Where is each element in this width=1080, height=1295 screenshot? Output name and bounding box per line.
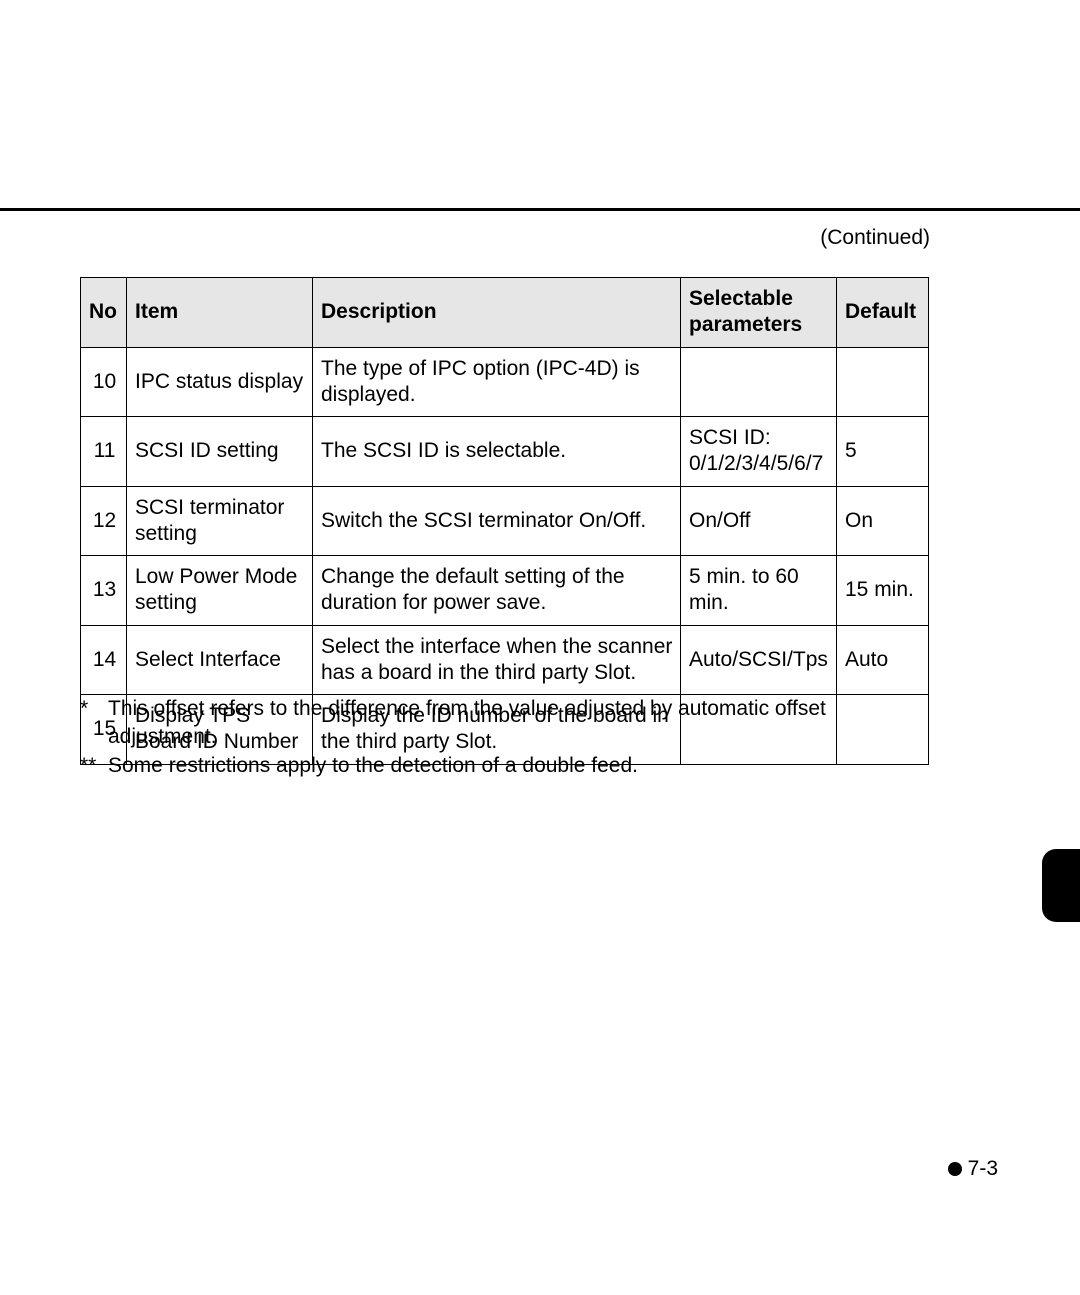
- cell-item: SCSI ID setting: [127, 417, 313, 487]
- footnote-text: This offset refers to the difference fro…: [108, 695, 928, 752]
- col-header-description: Description: [313, 278, 681, 348]
- cell-no: 12: [81, 486, 127, 556]
- table-header-row: No Item Description Selectable parameter…: [81, 278, 929, 348]
- cell-description: The SCSI ID is selectable.: [313, 417, 681, 487]
- cell-description: The type of IPC option (IPC-4D) is displ…: [313, 347, 681, 417]
- cell-no: 14: [81, 625, 127, 695]
- footnote-mark: **: [80, 752, 108, 780]
- cell-no: 10: [81, 347, 127, 417]
- table-row: 11 SCSI ID setting The SCSI ID is select…: [81, 417, 929, 487]
- cell-default: Auto: [837, 625, 929, 695]
- cell-description: Change the default setting of the durati…: [313, 556, 681, 626]
- page: (Continued) No Item Description Selectab…: [0, 0, 1080, 1295]
- col-header-selectable-line2: parameters: [689, 313, 802, 336]
- footnote-text: Some restrictions apply to the detection…: [108, 752, 928, 780]
- cell-item: Low Power Mode setting: [127, 556, 313, 626]
- footnote: ** Some restrictions apply to the detect…: [80, 752, 928, 780]
- cell-item: SCSI terminator setting: [127, 486, 313, 556]
- page-number: 7-3: [948, 1157, 998, 1181]
- cell-default: On: [837, 486, 929, 556]
- footnote: * This offset refers to the difference f…: [80, 695, 928, 752]
- cell-default: [837, 347, 929, 417]
- cell-no: 13: [81, 556, 127, 626]
- table-row: 12 SCSI terminator setting Switch the SC…: [81, 486, 929, 556]
- cell-default: 5: [837, 417, 929, 487]
- cell-selectable: Auto/SCSI/Tps: [681, 625, 837, 695]
- cell-selectable: SCSI ID: 0/1/2/3/4/5/6/7: [681, 417, 837, 487]
- horizontal-rule: [0, 208, 1080, 211]
- table-row: 13 Low Power Mode setting Change the def…: [81, 556, 929, 626]
- cell-item: Select Interface: [127, 625, 313, 695]
- footnotes: * This offset refers to the difference f…: [80, 695, 928, 780]
- cell-selectable: [681, 347, 837, 417]
- footnote-mark: *: [80, 695, 108, 752]
- cell-default: 15 min.: [837, 556, 929, 626]
- col-header-no: No: [81, 278, 127, 348]
- parameters-table-wrap: No Item Description Selectable parameter…: [80, 277, 928, 765]
- bullet-icon: [948, 1162, 962, 1176]
- table-row: 14 Select Interface Select the interface…: [81, 625, 929, 695]
- cell-selectable: On/Off: [681, 486, 837, 556]
- col-header-item: Item: [127, 278, 313, 348]
- cell-description: Switch the SCSI terminator On/Off.: [313, 486, 681, 556]
- cell-no: 11: [81, 417, 127, 487]
- cell-description: Select the interface when the scanner ha…: [313, 625, 681, 695]
- parameters-table: No Item Description Selectable parameter…: [80, 277, 929, 765]
- continued-label: (Continued): [820, 226, 930, 250]
- col-header-selectable: Selectable parameters: [681, 278, 837, 348]
- col-header-selectable-line1: Selectable: [689, 287, 793, 310]
- col-header-default: Default: [837, 278, 929, 348]
- cell-selectable: 5 min. to 60 min.: [681, 556, 837, 626]
- section-tab: [1042, 849, 1080, 922]
- table-row: 10 IPC status display The type of IPC op…: [81, 347, 929, 417]
- cell-item: IPC status display: [127, 347, 313, 417]
- page-number-text: 7-3: [968, 1157, 998, 1181]
